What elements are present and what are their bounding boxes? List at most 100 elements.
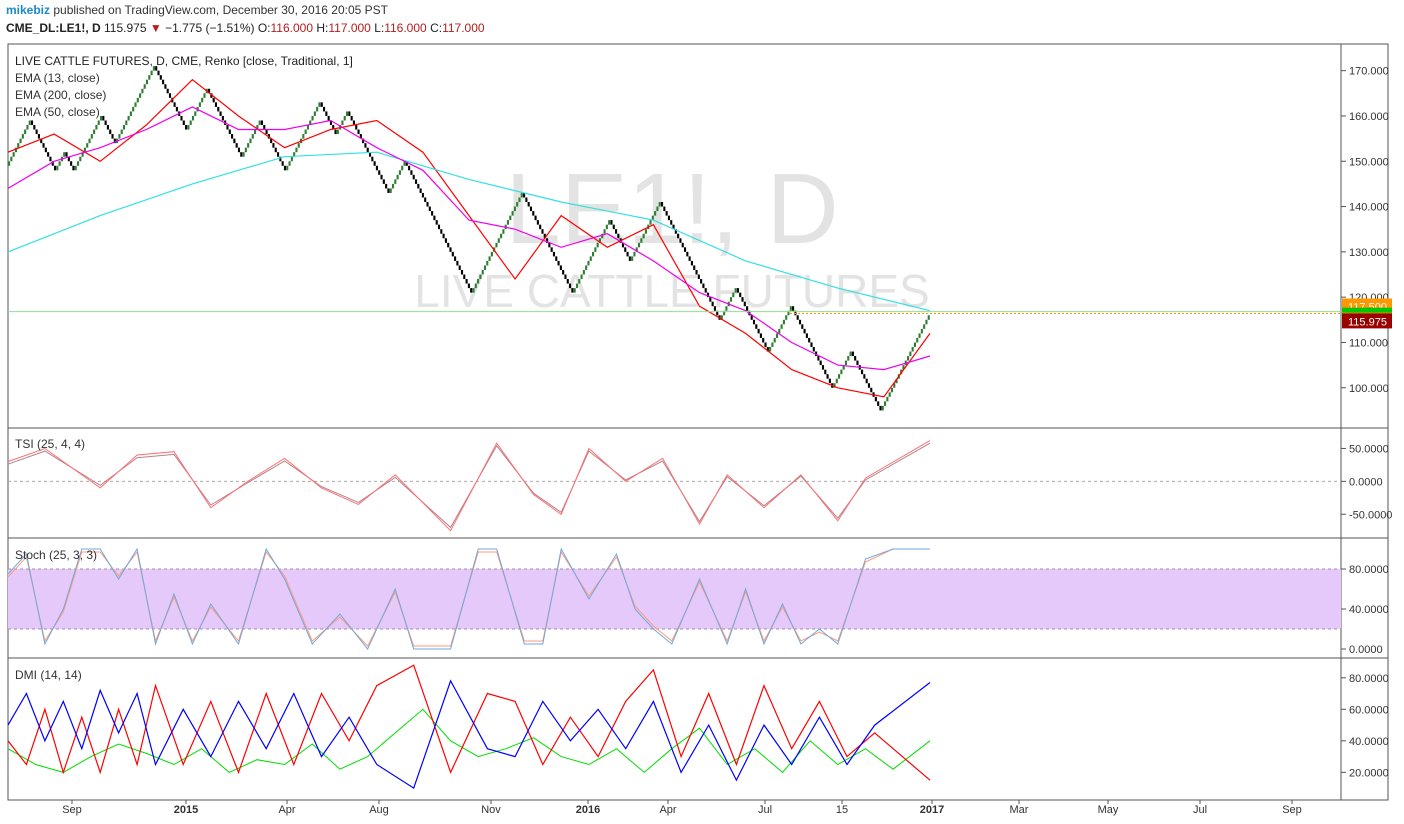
price-ytick-label: 170.000 bbox=[1349, 66, 1389, 78]
renko-brick bbox=[736, 288, 739, 293]
low-label: L: bbox=[374, 21, 385, 35]
renko-brick bbox=[824, 369, 827, 375]
down-arrow-icon: ▼ bbox=[149, 21, 162, 35]
renko-brick bbox=[511, 211, 514, 216]
renko-brick bbox=[580, 274, 583, 280]
renko-brick bbox=[168, 93, 172, 98]
renko-brick bbox=[263, 125, 266, 130]
renko-brick bbox=[527, 202, 530, 207]
renko-brick bbox=[421, 192, 424, 198]
price-ytick-label: 160.000 bbox=[1349, 111, 1389, 123]
renko-brick bbox=[916, 337, 919, 343]
renko-brick bbox=[226, 125, 229, 130]
renko-brick bbox=[566, 279, 569, 284]
renko-brick bbox=[240, 152, 243, 157]
renko-brick bbox=[10, 156, 13, 162]
renko-brick bbox=[532, 211, 535, 216]
renko-brick bbox=[368, 152, 372, 157]
renko-brick bbox=[720, 315, 723, 320]
renko-brick bbox=[398, 170, 401, 175]
renko-brick bbox=[302, 134, 305, 139]
renko-brick bbox=[309, 120, 312, 126]
renko-brick bbox=[410, 170, 413, 175]
renko-brick bbox=[233, 138, 236, 144]
renko-brick bbox=[683, 247, 687, 252]
renko-brick bbox=[660, 202, 664, 207]
renko-brick bbox=[129, 111, 132, 116]
renko-brick bbox=[33, 125, 36, 130]
renko-brick bbox=[182, 120, 185, 126]
renko-brick bbox=[909, 351, 912, 357]
renko-brick bbox=[214, 102, 218, 107]
renko-brick bbox=[37, 134, 40, 139]
renko-brick bbox=[318, 102, 321, 107]
renko-brick bbox=[495, 242, 498, 248]
renko-brick bbox=[608, 220, 611, 225]
renko-brick bbox=[414, 179, 418, 184]
renko-brick bbox=[325, 111, 328, 116]
renko-brick bbox=[603, 229, 606, 234]
renko-brick bbox=[40, 138, 43, 144]
renko-brick bbox=[316, 106, 319, 112]
renko-brick bbox=[148, 75, 151, 80]
stoch-band bbox=[8, 569, 1341, 629]
x-tick-label: 2017 bbox=[920, 804, 944, 816]
renko-brick bbox=[164, 84, 167, 89]
renko-brick bbox=[500, 233, 503, 239]
renko-brick bbox=[771, 342, 774, 347]
renko-brick bbox=[541, 229, 544, 234]
renko-brick bbox=[76, 161, 80, 166]
price-pane-title: LIVE CATTLE FUTURES, D, CME, Renko [clos… bbox=[15, 54, 353, 68]
renko-brick bbox=[113, 138, 116, 144]
renko-brick bbox=[65, 152, 68, 157]
renko-brick bbox=[925, 319, 928, 325]
renko-brick bbox=[628, 256, 631, 261]
renko-brick bbox=[47, 152, 50, 157]
renko-brick bbox=[780, 324, 783, 329]
stoch-ytick-label: 80.0000 bbox=[1349, 564, 1389, 576]
renko-brick bbox=[900, 369, 903, 375]
renko-brick bbox=[288, 161, 291, 166]
renko-brick bbox=[118, 134, 121, 139]
renko-brick bbox=[674, 229, 677, 234]
renko-brick bbox=[587, 260, 590, 266]
renko-brick bbox=[30, 120, 34, 126]
renko-brick bbox=[49, 156, 52, 162]
renko-brick bbox=[734, 288, 737, 293]
renko-brick bbox=[286, 165, 289, 171]
renko-brick bbox=[808, 337, 811, 343]
renko-brick bbox=[428, 206, 431, 212]
renko-brick bbox=[463, 274, 466, 280]
renko-brick bbox=[295, 147, 298, 153]
renko-brick bbox=[88, 138, 91, 144]
renko-brick bbox=[612, 224, 615, 230]
renko-brick bbox=[159, 75, 162, 80]
renko-brick bbox=[260, 120, 264, 126]
renko-brick bbox=[679, 238, 682, 243]
dmi-ytick-label: 40.0000 bbox=[1349, 736, 1389, 748]
renko-brick bbox=[486, 260, 489, 266]
tsi-ytick-label: 0.0000 bbox=[1349, 476, 1383, 488]
renko-brick bbox=[725, 306, 728, 311]
renko-brick bbox=[863, 374, 866, 379]
renko-brick bbox=[185, 125, 188, 130]
renko-brick bbox=[470, 288, 473, 293]
renko-brick bbox=[920, 328, 923, 334]
renko-brick bbox=[640, 238, 643, 243]
username-link[interactable]: mikebiz bbox=[6, 3, 51, 17]
renko-brick bbox=[375, 165, 378, 171]
renko-brick bbox=[490, 251, 493, 257]
renko-brick bbox=[143, 84, 146, 89]
renko-brick bbox=[139, 93, 142, 98]
x-tick-label: Aug bbox=[369, 804, 389, 816]
renko-brick bbox=[815, 351, 818, 357]
renko-brick bbox=[293, 152, 296, 157]
renko-brick bbox=[594, 247, 597, 252]
renko-brick bbox=[201, 97, 204, 103]
renko-brick bbox=[723, 310, 726, 316]
renko-brick bbox=[127, 115, 130, 121]
renko-brick bbox=[656, 206, 659, 212]
stoch-series--k bbox=[7, 547, 930, 650]
renko-brick bbox=[424, 197, 427, 203]
